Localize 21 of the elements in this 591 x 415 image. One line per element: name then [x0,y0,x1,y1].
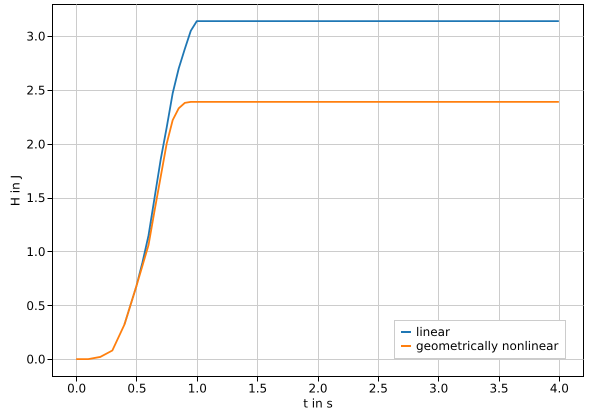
legend-label: geometrically nonlinear [416,339,558,353]
line-series [75,100,560,360]
y-tick-label: 1.0 [26,244,46,259]
y-tick-label: 0.0 [26,352,46,367]
y-tick-label: 0.5 [26,298,46,313]
legend-label: linear [416,325,450,339]
x-axis-title: t in s [303,396,333,410]
y-tick-label: 2.5 [26,84,46,98]
x-tick-label: 1.5 [248,382,268,396]
x-tick-label: 4.0 [550,382,569,396]
x-tick-label: 3.5 [489,382,509,396]
x-tick-label: 0.0 [67,382,86,396]
x-tick-label: 0.5 [127,382,147,396]
x-tick-label: 3.0 [429,382,448,396]
y-axis-title: H in J [8,174,22,206]
x-tick-label: 2.0 [308,382,328,396]
x-tick-label: 1.0 [188,382,207,396]
x-tick-label: 2.5 [368,382,388,396]
y-tick-label: 2.0 [26,137,46,152]
y-tick-label: 1.5 [26,191,46,206]
y-tick-label: 3.0 [26,30,46,44]
